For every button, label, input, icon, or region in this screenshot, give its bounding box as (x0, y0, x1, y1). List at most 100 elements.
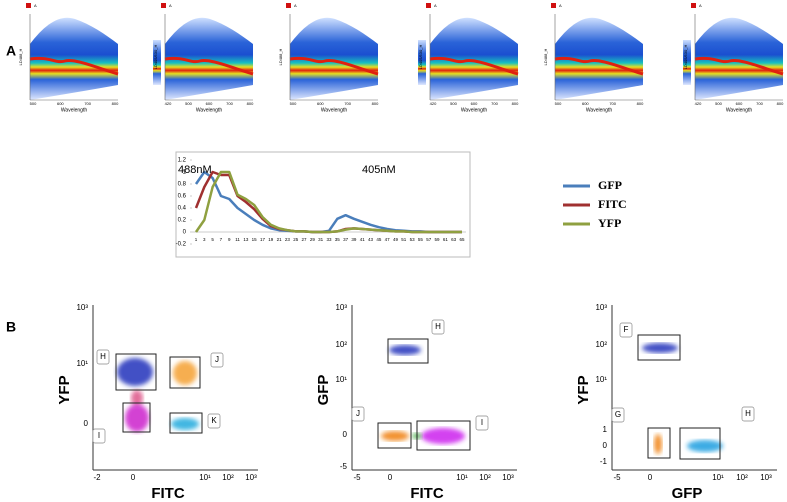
heatmap (430, 17, 518, 100)
y-tick-label: 10¹ (335, 375, 347, 384)
heatmap (165, 17, 253, 100)
heatmap-strip (153, 40, 161, 85)
y-tick-label: -0.2 (176, 242, 187, 248)
gate-label-box (210, 352, 224, 368)
x-tick-label: 55 (418, 237, 424, 242)
heatmap-peak (429, 56, 519, 76)
y-tick-label: 0 (603, 441, 608, 450)
x-tick-label: 700 (491, 101, 498, 106)
legend-text: A (434, 3, 437, 8)
gate (169, 412, 203, 434)
x-tick-label: 13 (243, 237, 249, 242)
cell-cloud (171, 418, 199, 430)
x-tick-label: 600 (736, 101, 743, 106)
x-tick-label: 10³ (245, 473, 257, 482)
x-tick-label: 10² (736, 473, 748, 482)
gate (122, 402, 151, 433)
x-tick-label: 800 (777, 101, 784, 106)
heatmap-strip (683, 40, 691, 85)
y-tick-label: 0 (343, 430, 348, 439)
heatmap-peak (164, 56, 254, 76)
gate-label-box (431, 319, 445, 335)
legend-swatch (286, 3, 291, 8)
legend-text: A (34, 3, 37, 8)
gate-label: H (100, 352, 106, 361)
x-tick-label: 53 (410, 237, 416, 242)
x-tick-label: 45 (376, 237, 382, 242)
x-tick-label: 10² (222, 473, 234, 482)
gate (637, 334, 681, 361)
y-tick-label: 1 (603, 425, 608, 434)
gate-label-box (619, 322, 633, 338)
heatmap-strip (418, 40, 426, 85)
cell-cloud (131, 390, 143, 406)
y-tick-label: 0.8 (178, 182, 187, 188)
x-tick-label: 31 (318, 237, 324, 242)
x-tick-label: 11 (235, 237, 240, 242)
x-tick-label: 700 (756, 101, 763, 106)
legend-swatch (691, 3, 696, 8)
cell-cloud (642, 343, 678, 353)
legend-swatch (551, 3, 556, 8)
heatmap-peak (694, 56, 784, 76)
gate (115, 353, 157, 391)
x-tick-label: 21 (277, 237, 283, 242)
x-tick-label: 47 (385, 237, 391, 242)
x-tick-label: 27 (302, 237, 308, 242)
gate-label: G (615, 410, 621, 419)
legend-label: FITC (598, 197, 627, 211)
y-axis-label: LD488_H (18, 48, 23, 65)
heatmap-peak (29, 56, 119, 76)
legend-text: A (559, 3, 562, 8)
y-tick-label: 10³ (335, 303, 347, 312)
gate-label: I (481, 418, 483, 427)
x-tick-label: 17 (260, 237, 266, 242)
gate (387, 338, 429, 364)
gate-label: F (624, 325, 629, 334)
legend-swatch (426, 3, 431, 8)
x-tick-label: 51 (401, 237, 407, 242)
gate (679, 427, 721, 460)
x-axis-label: GFP (672, 485, 703, 502)
series-line (194, 170, 462, 234)
cell-cloud (687, 440, 723, 452)
heatmap (555, 17, 643, 100)
x-tick-label: 700 (226, 101, 233, 106)
gate-label-box (92, 428, 106, 444)
y-tick-label: 1 (183, 170, 187, 176)
y-tick-label: 0 (84, 419, 89, 428)
heatmap-peak (554, 56, 644, 76)
x-tick-label: 500 (185, 101, 192, 106)
y-tick-label: 10³ (595, 303, 607, 312)
x-tick-label: 7 (220, 237, 223, 242)
x-tick-label: 0 (648, 473, 653, 482)
x-tick-label: -2 (93, 473, 101, 482)
x-tick-label: 420 (165, 101, 172, 106)
y-axis-label: YFP (575, 375, 592, 404)
gate (647, 427, 671, 459)
legend-label: YFP (598, 216, 621, 230)
x-tick-label: 29 (310, 237, 316, 242)
x-tick-label: 600 (317, 101, 324, 106)
gate-label: K (211, 416, 217, 425)
x-tick-label: 1 (195, 237, 198, 242)
y-axis-label: LD405/530_H (153, 45, 158, 70)
heatmap (30, 17, 118, 100)
heatmap (695, 17, 783, 100)
x-tick-label: 500 (715, 101, 722, 106)
y-tick-label: -1 (600, 457, 608, 466)
x-tick-label: 41 (360, 237, 366, 242)
gate (169, 356, 201, 389)
x-axis-label: Wavelength (586, 107, 612, 113)
x-tick-label: 15 (252, 237, 258, 242)
x-tick-label: 49 (393, 237, 399, 242)
x-axis-label: Wavelength (461, 107, 487, 113)
y-tick-label: 1.2 (178, 158, 187, 164)
x-tick-label: 10² (479, 473, 491, 482)
legend-swatch (161, 3, 166, 8)
x-tick-label: 25 (293, 237, 299, 242)
x-tick-label: 39 (351, 237, 357, 242)
annotation: 488nM (178, 164, 212, 176)
x-tick-label: 0 (388, 473, 393, 482)
gate (377, 422, 412, 449)
